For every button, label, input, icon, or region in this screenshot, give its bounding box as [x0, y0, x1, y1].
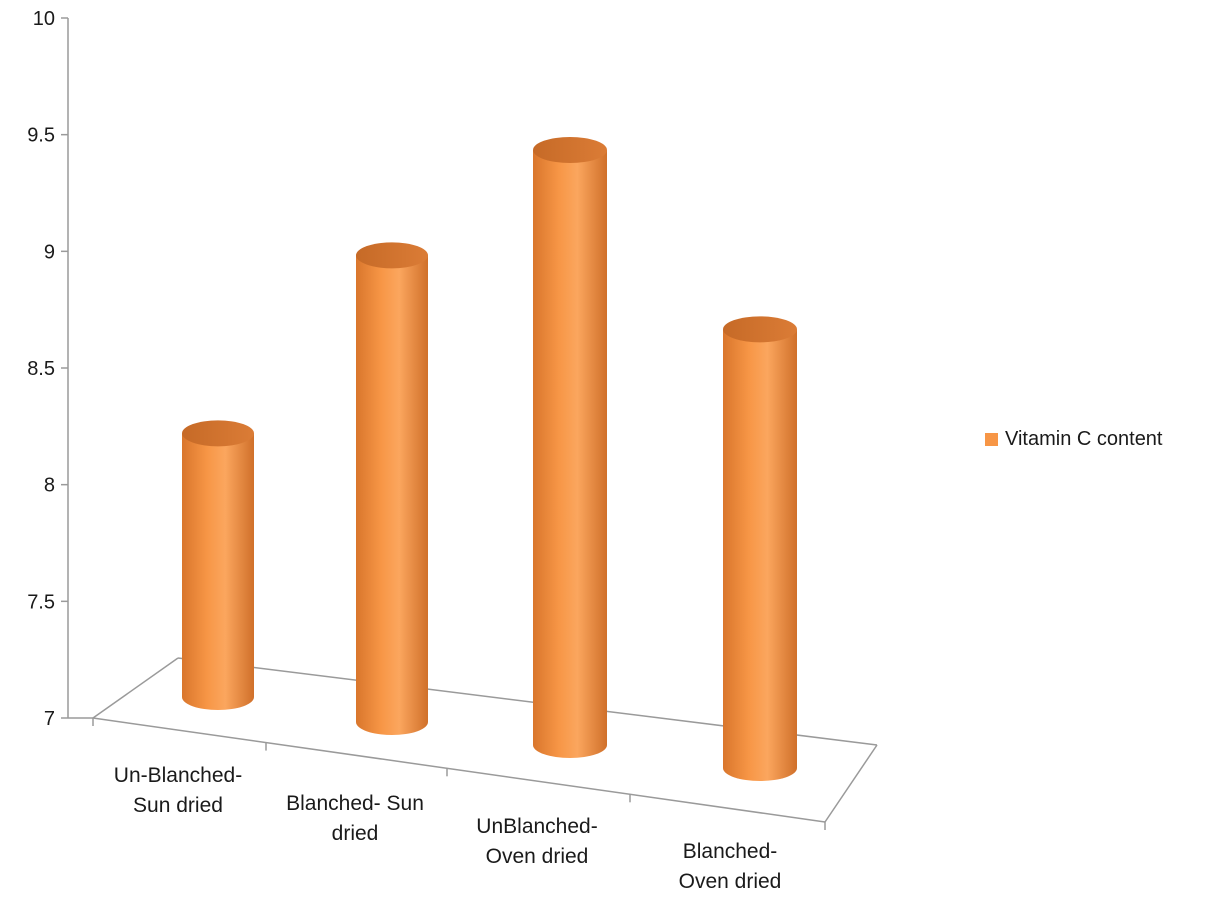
x-tick-label: Blanched-Oven dried	[679, 840, 782, 893]
x-tick-label: Un-Blanched-Sun dried	[114, 764, 242, 817]
x-tick-label: UnBlanched-Oven dried	[476, 815, 597, 868]
bar-body	[182, 433, 254, 710]
legend-swatch	[985, 433, 998, 446]
legend: Vitamin C content	[985, 428, 1163, 451]
y-tick-label: 8.5	[27, 358, 55, 380]
x-axis-line	[92, 717, 826, 823]
y-tick-label: 8	[44, 475, 55, 497]
x-tick-label: Blanched- Sun dried	[286, 792, 424, 845]
bar-top	[723, 316, 797, 343]
y-tick-label: 7.5	[27, 591, 55, 613]
bar-body	[723, 329, 797, 781]
floor-edge-back-left	[92, 657, 179, 719]
bar-top	[356, 242, 428, 269]
bar-body	[533, 150, 607, 758]
bar-top	[182, 420, 254, 447]
y-tick-label: 9.5	[27, 125, 55, 147]
floor-edge-right	[824, 744, 878, 823]
bar-3	[533, 137, 607, 758]
y-tick-label: 7	[44, 708, 55, 730]
bar-body	[356, 255, 428, 736]
bar-2	[356, 242, 428, 736]
bar-1	[182, 420, 254, 710]
y-tick-label: 10	[33, 8, 55, 30]
y-tick-label: 9	[44, 241, 55, 263]
legend-label: Vitamin C content	[1005, 428, 1163, 450]
bar-top	[533, 137, 607, 163]
bar-4	[723, 316, 797, 781]
